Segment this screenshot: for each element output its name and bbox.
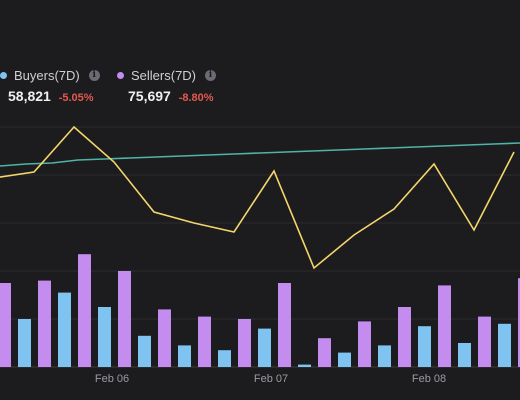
sellers-bar	[438, 285, 451, 367]
buyers-bar	[258, 328, 271, 367]
sellers-bar	[0, 283, 11, 367]
sellers-bar	[158, 309, 171, 367]
sellers-bar	[518, 278, 520, 367]
buyers-bar	[378, 345, 391, 367]
chart-legend: Buyers(7D) i 58,821 -5.05% Sellers(7D) i…	[0, 66, 520, 110]
sellers-bar	[278, 283, 291, 367]
sellers-bar	[38, 280, 51, 367]
buyers-bar	[338, 352, 351, 367]
buyers-bar	[98, 307, 111, 367]
buyers-bar	[458, 343, 471, 367]
sellers-bar	[318, 338, 331, 367]
sellers-bar	[198, 316, 211, 367]
sellers-bar	[78, 254, 91, 367]
sellers-stat: Sellers(7D) i 75,697 -8.80%	[117, 66, 217, 104]
x-tick-label: Feb 06	[95, 373, 129, 385]
yellow-line	[0, 125, 515, 270]
buyers-dot-icon	[0, 71, 7, 79]
sellers-bar	[118, 271, 131, 367]
buyers-bar	[138, 335, 151, 367]
x-tick-label: Feb 08	[412, 373, 446, 385]
teal-line	[0, 142, 520, 167]
sellers-value: 75,697	[128, 88, 171, 104]
buyers-bar	[18, 319, 31, 367]
buyers-bar	[298, 364, 311, 367]
sellers-change: -8.80%	[178, 92, 214, 104]
sellers-bar	[398, 307, 411, 367]
buyers-bar	[178, 345, 191, 367]
x-tick-label: Feb 07	[254, 373, 288, 385]
sellers-bar	[478, 316, 491, 367]
sellers-label: Sellers(7D)	[131, 67, 197, 83]
buyers-stat: Buyers(7D) i 58,821 -5.05%	[0, 66, 100, 104]
buyers-bar	[58, 292, 71, 367]
buyers-bar	[418, 326, 431, 367]
buyers-label: Buyers(7D)	[14, 67, 80, 83]
sellers-dot-icon	[117, 71, 124, 79]
buyers-change: -5.05%	[58, 92, 94, 104]
sellers-bar	[238, 319, 251, 367]
buyers-bar	[218, 350, 231, 367]
info-icon[interactable]: i	[205, 69, 217, 81]
buyers-value: 58,821	[8, 88, 51, 104]
buyers-bar	[498, 323, 511, 367]
sellers-bar	[358, 321, 371, 367]
info-icon[interactable]: i	[88, 69, 100, 81]
